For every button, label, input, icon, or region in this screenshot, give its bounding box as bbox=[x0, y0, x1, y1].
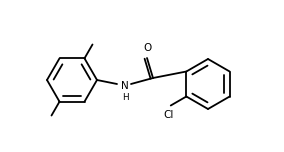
Text: O: O bbox=[143, 43, 151, 53]
Text: N: N bbox=[121, 81, 129, 91]
Text: Cl: Cl bbox=[164, 109, 174, 119]
Text: H: H bbox=[122, 93, 128, 102]
